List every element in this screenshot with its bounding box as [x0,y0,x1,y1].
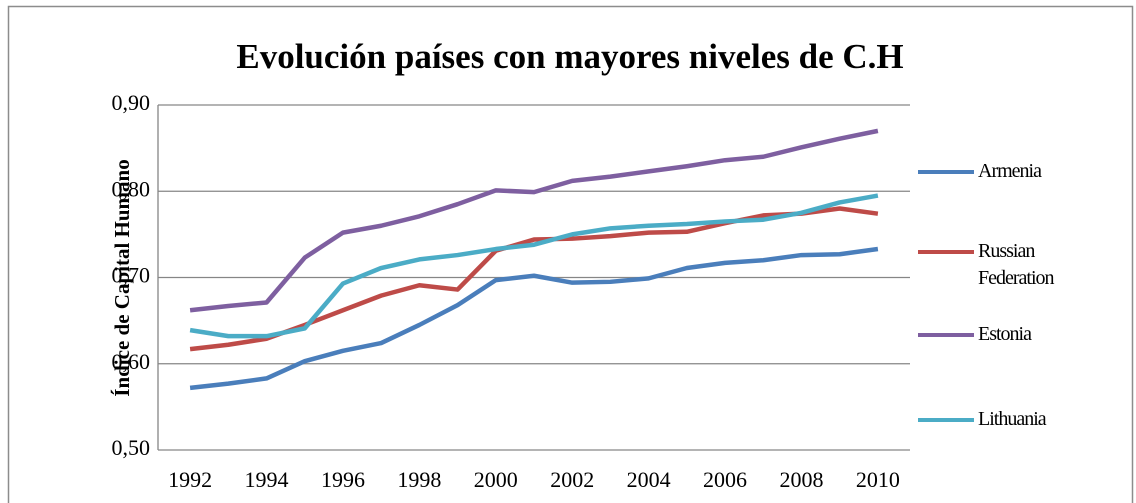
x-tick-label: 2006 [703,467,747,492]
legend-label: Russian Federation [978,240,1055,289]
x-tick-label: 2010 [856,467,900,492]
legend-label: Armenia [978,160,1042,182]
legend-label: Estonia [978,323,1032,345]
legend-label: Lithuania [978,408,1047,430]
y-tick-label: 0,90 [112,90,151,115]
chart-title: Evolución países con mayores niveles de … [236,37,903,76]
legend-item: Lithuania [918,406,1098,433]
series-line [189,246,879,391]
chart-border [7,5,1134,503]
y-tick-label: 0,50 [112,435,151,460]
y-tick-label: 0,80 [112,176,151,201]
legend-item: Russian Federation [918,238,1098,292]
x-tick-label: 1992 [168,467,212,492]
legend-swatch [918,170,974,174]
legend-swatch [918,333,974,337]
y-tick-label: 0,60 [112,349,151,374]
series-line [189,193,879,339]
legend-item: Estonia [918,321,1098,348]
x-tick-label: 2002 [550,467,594,492]
series-line [189,128,879,313]
series-line [189,206,879,352]
x-tick-label: 1998 [397,467,441,492]
legend-swatch [918,250,974,254]
y-tick-label: 0,70 [112,263,151,288]
x-tick-label: 2008 [779,467,823,492]
x-tick-label: 1994 [245,467,289,492]
x-tick-label: 2004 [627,467,671,492]
x-tick-label: 1996 [321,467,365,492]
x-tick-label: 2000 [474,467,518,492]
y-axis-label: Índice de Capital Humano [110,159,134,396]
legend-item: Armenia [918,158,1098,185]
legend-swatch [918,418,974,422]
